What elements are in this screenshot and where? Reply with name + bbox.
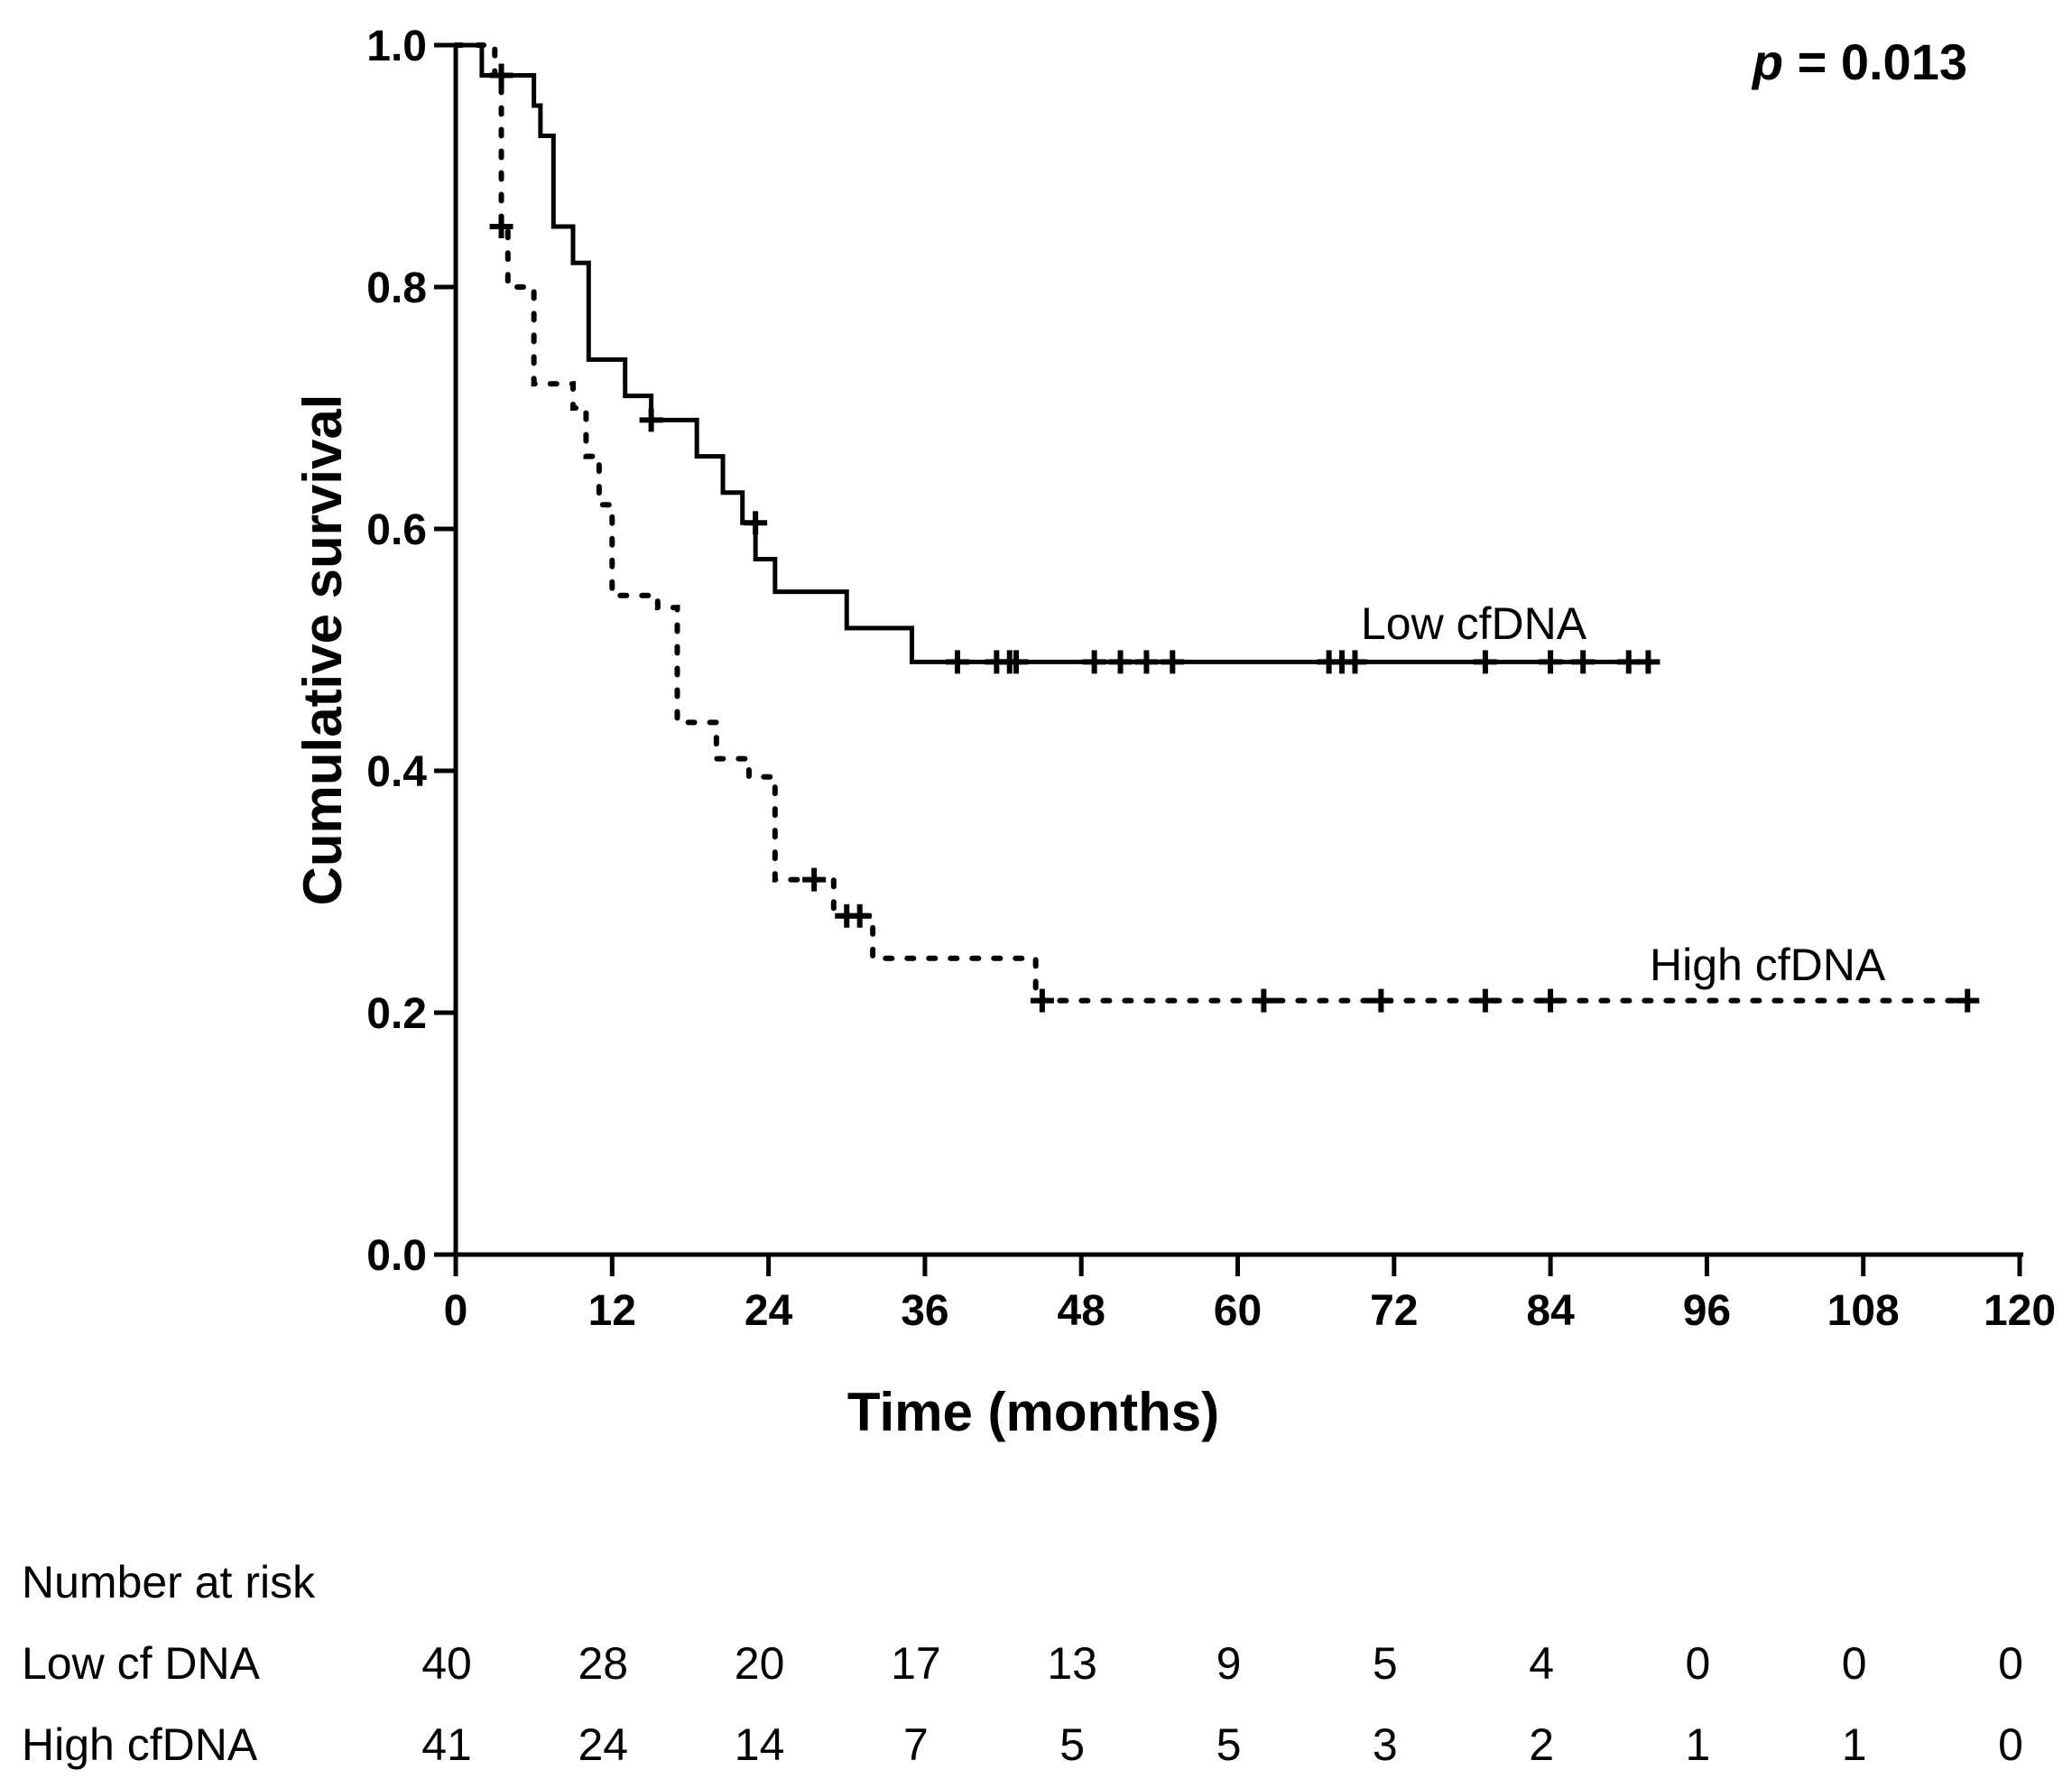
risk-value-high: 7: [903, 1719, 929, 1770]
high-censor-mark: [1473, 988, 1497, 1013]
low-censor-mark: [639, 408, 663, 432]
low-censor-mark: [1343, 650, 1367, 674]
risk-value-low: 20: [735, 1638, 785, 1689]
series-label-high: High cfDNA: [1650, 940, 1886, 990]
risk-value-high: 24: [578, 1719, 628, 1770]
x-tick-label: 120: [1984, 1287, 2056, 1335]
x-tick-label: 96: [1683, 1287, 1731, 1335]
x-axis-title: Time (months): [847, 1382, 1219, 1442]
high-censor-mark: [847, 903, 872, 928]
y-tick-label: 0.0: [366, 1232, 427, 1280]
y-tick-label: 0.8: [366, 264, 427, 312]
x-tick-label: 24: [745, 1287, 793, 1335]
risk-value-high: 0: [1998, 1719, 2023, 1770]
low-censor-mark: [1539, 650, 1563, 674]
plot-series: [453, 42, 1980, 1013]
low-censor-mark: [946, 650, 970, 674]
risk-value-low: 0: [1842, 1638, 1867, 1689]
risk-value-low: 9: [1216, 1638, 1242, 1689]
risk-table: Number at risk Low cf DNA High cfDNA 40 2…: [22, 1557, 2023, 1770]
risk-value-high: 2: [1529, 1719, 1554, 1770]
risk-value-low: 28: [578, 1638, 628, 1689]
x-tick-label: 12: [588, 1287, 636, 1335]
x-tick-label: 84: [1526, 1287, 1575, 1335]
p-value-annotation: p = 0.013: [1751, 33, 1967, 90]
risk-value-high: 3: [1373, 1719, 1398, 1770]
risk-value-low: 4: [1529, 1638, 1554, 1689]
low-cfdna-curve: [456, 42, 1655, 664]
risk-row-label-low: Low cf DNA: [22, 1638, 261, 1689]
low-censor-mark: [1108, 650, 1133, 674]
low-censor-mark: [1134, 650, 1159, 674]
high-censor-mark: [1030, 988, 1054, 1013]
y-tick-label: 1.0: [366, 23, 427, 70]
high-censor-mark: [489, 215, 513, 238]
y-axis-title: Cumulative survival: [292, 394, 353, 906]
low-censor-mark: [1473, 650, 1497, 674]
low-censor-mark: [1571, 650, 1596, 674]
risk-table-title: Number at risk: [22, 1557, 316, 1607]
risk-value-low: 40: [421, 1638, 472, 1689]
y-tick-label: 0.6: [366, 506, 427, 554]
x-tick-label: 72: [1370, 1287, 1418, 1335]
high-censor-mark: [1252, 988, 1276, 1013]
low-censor-mark: [1161, 650, 1185, 674]
risk-value-low: 13: [1047, 1638, 1097, 1689]
p-value-text: = 0.013: [1783, 33, 1967, 90]
high-censor-mark: [802, 867, 827, 892]
p-symbol: p: [1751, 33, 1783, 90]
high-censor-mark: [1956, 988, 1980, 1013]
x-tick-label: 36: [901, 1287, 948, 1335]
axes: 0 12 24 36 48 60 72 84 96 108 120 0.0 0.2 0.4 0.6 0.8 1.…: [366, 23, 2056, 1335]
x-tick-label: 0: [444, 1287, 468, 1335]
risk-value-high: 1: [1685, 1719, 1710, 1770]
low-censor-mark: [1004, 650, 1028, 674]
risk-value-high: 5: [1216, 1719, 1242, 1770]
risk-value-high: 1: [1842, 1719, 1867, 1770]
y-tick-label: 0.4: [366, 748, 427, 796]
risk-row-label-high: High cfDNA: [22, 1719, 258, 1770]
risk-value-low: 0: [1998, 1638, 2023, 1689]
x-tick-label: 108: [1827, 1287, 1900, 1335]
risk-value-high: 14: [735, 1719, 785, 1770]
risk-value-low: 0: [1685, 1638, 1710, 1689]
x-tick-label: 48: [1058, 1287, 1105, 1335]
high-censor-mark: [1539, 988, 1563, 1013]
risk-value-high: 41: [421, 1719, 472, 1770]
series-label-low: Low cfDNA: [1361, 598, 1587, 649]
y-tick-label: 0.2: [366, 990, 427, 1038]
x-tick-label: 60: [1214, 1287, 1262, 1335]
high-cfdna-curve: [453, 42, 1971, 1004]
low-censor-mark: [1636, 650, 1660, 674]
low-censor-mark: [744, 511, 768, 535]
risk-values: 40 28 20 17 13 9 5 4 0 0 041 24 14 7 5 5 3 2 1 1 0: [421, 1638, 2023, 1770]
low-censor-mark: [1082, 650, 1106, 674]
risk-value-low: 17: [891, 1638, 941, 1689]
high-censor-mark: [1369, 988, 1393, 1013]
high-censor-mark: [489, 63, 513, 88]
risk-value-low: 5: [1373, 1638, 1398, 1689]
risk-value-high: 5: [1059, 1719, 1085, 1770]
